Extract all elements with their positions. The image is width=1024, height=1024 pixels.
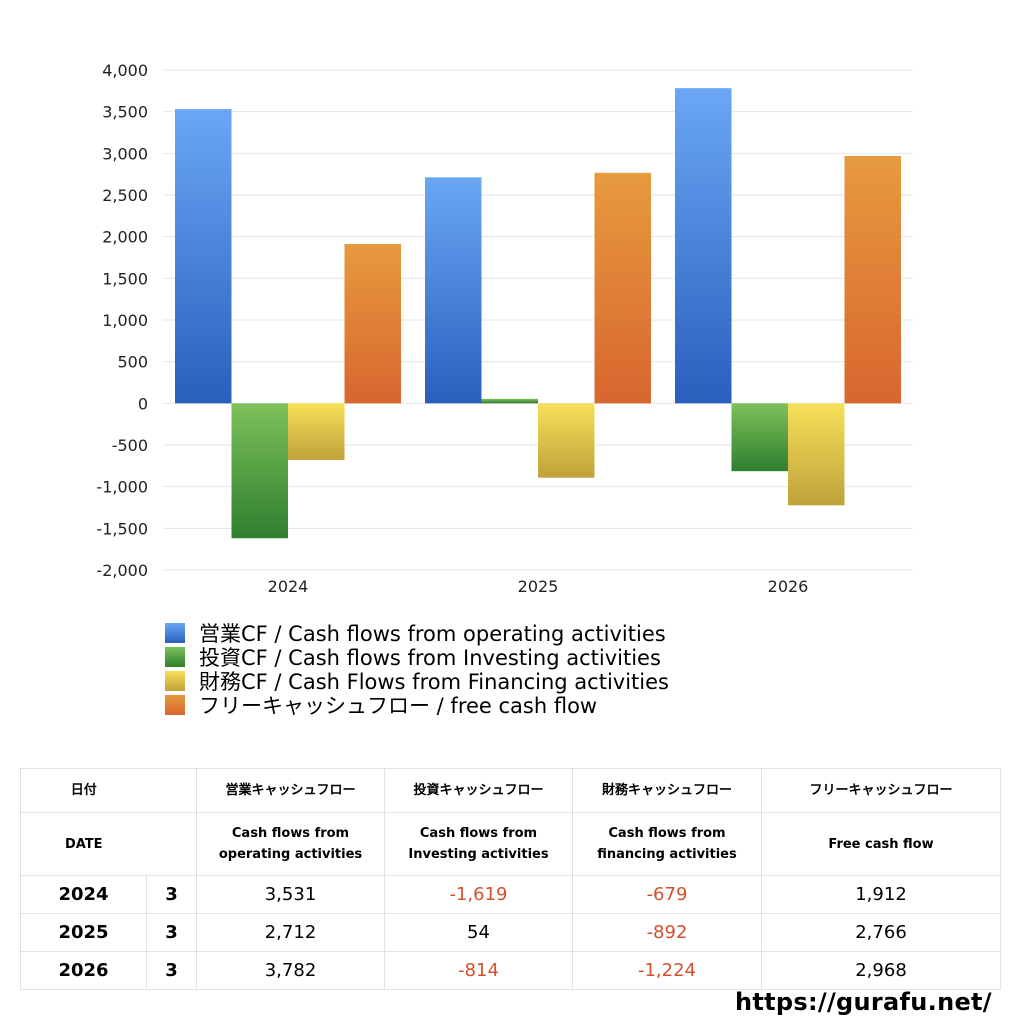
y-tick-label: 1,000	[102, 311, 148, 330]
y-tick-label: 2,500	[102, 186, 148, 205]
y-tick-label: 1,500	[102, 269, 148, 288]
cell-operating: 2,712	[196, 913, 385, 952]
bar	[731, 403, 788, 472]
legend-label-financing: 財務CF / Cash Flows from Financing activit…	[199, 670, 669, 694]
y-tick-label: 3,000	[102, 144, 148, 163]
bar	[844, 156, 901, 404]
table-row: 2026 3 3,782 -814 -1,224 2,968	[20, 951, 1001, 990]
y-tick-label: -1,500	[96, 519, 148, 538]
table-row: 2024 3 3,531 -1,619 -679 1,912	[20, 875, 1001, 914]
row-month: 3	[146, 913, 197, 952]
bars	[175, 88, 901, 539]
bar	[344, 244, 401, 404]
bar	[538, 403, 595, 478]
legend-item-financing: 財務CF / Cash Flows from Financing activit…	[165, 669, 669, 694]
x-tick-label: 2026	[768, 577, 809, 596]
header-free-cash-flow-jp: フリーキャッシュフロー	[761, 768, 1001, 813]
y-tick-label: 4,000	[102, 61, 148, 80]
bar	[594, 172, 651, 404]
legend: 営業CF / Cash flows from operating activit…	[165, 621, 669, 718]
y-tick-label: 500	[117, 353, 148, 372]
y-axis-tick-labels: 4,000 3,500 3,000 2,500 2,000 1,500 1,000 500 0 -…	[96, 61, 148, 580]
bar	[788, 403, 845, 506]
table-header-row-en: DATE Cash flows from operating activitie…	[20, 812, 1001, 876]
legend-item-free-cash-flow: フリーキャッシュフロー / free cash flow	[165, 693, 669, 718]
cell-free-cash-flow: 1,912	[761, 875, 1001, 914]
row-year: 2024	[20, 875, 147, 914]
legend-swatch-financing	[165, 671, 185, 691]
header-financing-en: Cash flows from financing activities	[572, 812, 762, 876]
y-tick-label: 2,000	[102, 228, 148, 247]
bar	[288, 403, 345, 460]
legend-label-investing: 投資CF / Cash flows from Investing activit…	[199, 646, 661, 670]
x-tick-label: 2024	[268, 577, 309, 596]
table-row: 2025 3 2,712 54 -892 2,766	[20, 913, 1001, 952]
legend-swatch-operating	[165, 623, 185, 643]
y-tick-label: -1,000	[96, 478, 148, 497]
legend-swatch-investing	[165, 647, 185, 667]
header-financing-jp: 財務キャッシュフロー	[572, 768, 762, 813]
cell-free-cash-flow: 2,766	[761, 913, 1001, 952]
cell-free-cash-flow: 2,968	[761, 951, 1001, 990]
cell-operating: 3,531	[196, 875, 385, 914]
bar	[175, 109, 232, 404]
bar	[675, 88, 732, 404]
cell-operating: 3,782	[196, 951, 385, 990]
y-tick-label: -2,000	[96, 561, 148, 580]
cell-investing: 54	[384, 913, 573, 952]
header-date-en: DATE	[20, 812, 147, 876]
header-investing-jp: 投資キャッシュフロー	[384, 768, 573, 813]
cell-financing: -1,224	[572, 951, 762, 990]
row-month: 3	[146, 875, 197, 914]
header-blank-en	[146, 812, 197, 876]
header-free-cash-flow-en: Free cash flow	[761, 812, 1001, 876]
cell-investing: -814	[384, 951, 573, 990]
row-year: 2025	[20, 913, 147, 952]
bar	[231, 403, 288, 539]
cell-financing: -892	[572, 913, 762, 952]
legend-item-investing: 投資CF / Cash flows from Investing activit…	[165, 645, 669, 670]
header-blank	[146, 768, 197, 813]
header-date-jp: 日付	[20, 768, 147, 813]
x-tick-label: 2025	[518, 577, 559, 596]
site-url: https://gurafu.net/	[735, 988, 992, 1016]
bar	[481, 398, 538, 404]
legend-item-operating: 営業CF / Cash flows from operating activit…	[165, 621, 669, 646]
cash-flow-bar-chart: 4,000 3,500 3,000 2,500 2,000 1,500 1,000 500 0 -…	[96, 61, 913, 596]
row-month: 3	[146, 951, 197, 990]
bar	[425, 177, 482, 404]
y-tick-label: -500	[112, 436, 148, 455]
y-tick-label: 3,500	[102, 103, 148, 122]
legend-swatch-free-cash-flow	[165, 695, 185, 715]
header-investing-en: Cash flows from Investing activities	[384, 812, 573, 876]
x-axis-tick-labels: 2024 2025 2026	[268, 577, 809, 596]
cell-investing: -1,619	[384, 875, 573, 914]
table-header-row-jp: 日付 営業キャッシュフロー 投資キャッシュフロー 財務キャッシュフロー フリーキ…	[20, 768, 1001, 813]
header-operating-jp: 営業キャッシュフロー	[196, 768, 385, 813]
row-year: 2026	[20, 951, 147, 990]
cell-financing: -679	[572, 875, 762, 914]
header-operating-en: Cash flows from operating activities	[196, 812, 385, 876]
legend-label-operating: 営業CF / Cash flows from operating activit…	[199, 622, 666, 646]
y-tick-label: 0	[138, 394, 148, 413]
legend-label-free-cash-flow: フリーキャッシュフロー / free cash flow	[199, 694, 598, 718]
cash-flow-table: 日付 営業キャッシュフロー 投資キャッシュフロー 財務キャッシュフロー フリーキ…	[20, 768, 1001, 990]
